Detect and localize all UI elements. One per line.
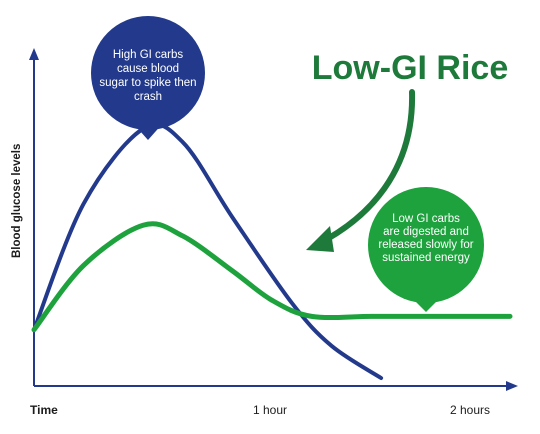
y-axis-label: Blood glucose levels xyxy=(11,144,23,258)
calloutHigh-line: sugar to spike then xyxy=(99,77,196,89)
calloutHigh-line: cause blood xyxy=(117,63,179,75)
calloutLow-line: Low GI carbs xyxy=(392,213,460,225)
y-axis-arrow-icon xyxy=(29,48,39,60)
x-tick-label-2: 2 hours xyxy=(450,403,490,417)
chart-title: Low-GI Rice xyxy=(312,49,508,87)
low-gi-callout: Low GI carbs are digested and released slo… xyxy=(368,187,484,312)
calloutHigh-line: crash xyxy=(134,91,162,103)
x-tick-label-0: Time xyxy=(30,403,58,417)
high-gi-callout: High GI carbs cause blood sugar to spike t… xyxy=(91,16,205,140)
x-axis-arrow-icon xyxy=(506,381,518,391)
calloutLow-line: are digested and xyxy=(383,226,469,238)
low-gi-callout-pointer xyxy=(410,296,442,312)
calloutHigh-line: High GI carbs xyxy=(113,49,184,61)
low-gi-callout-text: Low GI carbs are digested and released slo… xyxy=(378,213,473,264)
x-tick-label-1: 1 hour xyxy=(253,403,287,417)
calloutLow-line: released slowly for xyxy=(378,239,473,251)
calloutLow-line: sustained energy xyxy=(382,252,470,264)
